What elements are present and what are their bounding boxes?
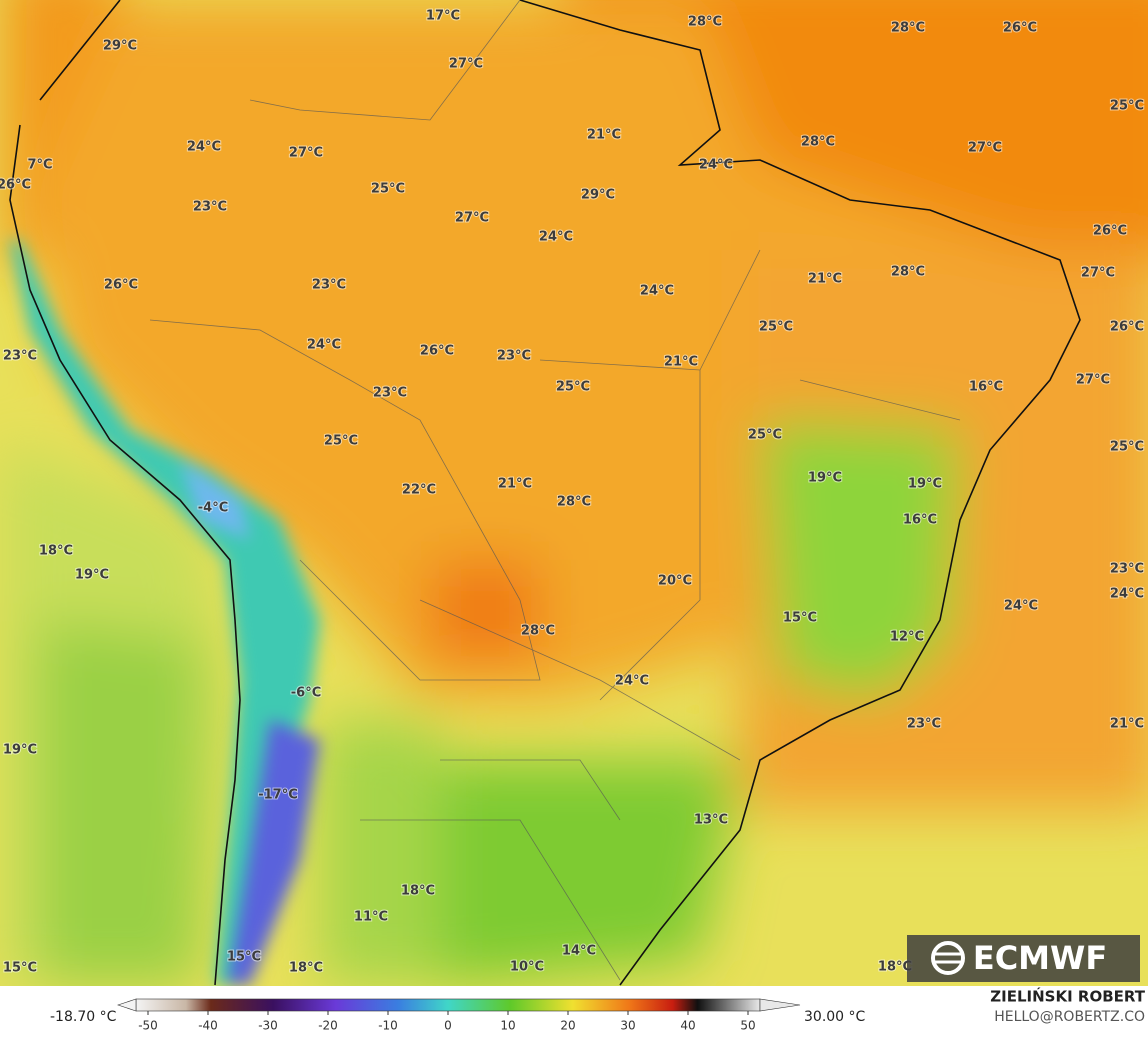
temperature-label: 23°C: [907, 717, 941, 732]
temperature-label: 15°C: [783, 611, 817, 626]
temperature-label: 26°C: [1003, 21, 1037, 36]
colorbar-tick-label: -50: [138, 1019, 158, 1033]
temperature-label: 20°C: [658, 574, 692, 589]
temperature-label: 18°C: [39, 544, 73, 559]
temperature-label: 22°C: [402, 483, 436, 498]
colorbar-max: 30.00 °C: [804, 1009, 866, 1025]
temperature-label: 25°C: [371, 182, 405, 197]
temperature-label: -6°C: [291, 686, 321, 701]
temperature-label: 27°C: [1081, 266, 1115, 281]
logo-text: ECMWF: [973, 939, 1107, 977]
temperature-label: 12°C: [890, 630, 924, 645]
colorbar-tick-label: 10: [500, 1019, 515, 1033]
temperature-label: 23°C: [312, 278, 346, 293]
temperature-label: 23°C: [373, 386, 407, 401]
temperature-label: 13°C: [694, 813, 728, 828]
colorbar: -18.70 °C 30.00 °C -50 -40 -30 -20 -10 0 10 20 3…: [50, 998, 866, 1033]
temperature-label: 21°C: [1110, 717, 1144, 732]
temperature-label: 17°C: [426, 9, 460, 24]
colorbar-tick-label: -30: [258, 1019, 278, 1033]
colorbar-tick-label: 50: [740, 1019, 755, 1033]
colorbar-tick-label: 30: [620, 1019, 635, 1033]
temperature-label: 21°C: [587, 128, 621, 143]
temperature-label: 16°C: [903, 513, 937, 528]
temperature-label: 19°C: [908, 477, 942, 492]
temperature-label: 24°C: [1110, 587, 1144, 602]
temperature-label: 25°C: [759, 320, 793, 335]
temperature-label: 21°C: [498, 477, 532, 492]
temperature-label: 24°C: [539, 230, 573, 245]
colorbar-min: -18.70 °C: [50, 1009, 117, 1025]
temperature-label: 15°C: [227, 950, 261, 965]
temperature-label: 25°C: [1110, 99, 1144, 114]
temperature-label: -17°C: [258, 788, 298, 803]
temperature-label: 28°C: [891, 21, 925, 36]
temperature-label: 21°C: [808, 272, 842, 287]
temperature-label: 7°C: [27, 158, 52, 173]
temperature-label: 27°C: [289, 146, 323, 161]
temperature-label: 23°C: [193, 200, 227, 215]
temperature-label: -4°C: [198, 501, 228, 516]
temperature-label: 25°C: [556, 380, 590, 395]
temperature-label: 24°C: [307, 338, 341, 353]
author: ZIELIŃSKI ROBERT: [990, 987, 1145, 1006]
temperature-label: 28°C: [891, 265, 925, 280]
temperature-label: 18°C: [878, 960, 912, 975]
temperature-label: 24°C: [699, 158, 733, 173]
temperature-label: 24°C: [187, 140, 221, 155]
temperature-label: 23°C: [3, 349, 37, 364]
temperature-label: 23°C: [497, 349, 531, 364]
logo-box: ECMWF: [907, 935, 1140, 982]
temperature-label: 24°C: [615, 674, 649, 689]
temperature-label: 19°C: [3, 743, 37, 758]
temperature-label: 29°C: [103, 39, 137, 54]
temperature-label: 28°C: [521, 624, 555, 639]
temperature-label: 18°C: [401, 884, 435, 899]
temperature-label: 23°C: [1110, 562, 1144, 577]
temperature-label: 25°C: [324, 434, 358, 449]
temperature-label: 14°C: [562, 944, 596, 959]
temperature-labels: 17°C 28°C 28°C 26°C 29°C 27°C 25°C 21°C 28°C 27°C…: [0, 8, 1145, 977]
temperature-label: 26°C: [1093, 224, 1127, 239]
colorbar-tick-label: 40: [680, 1019, 695, 1033]
temperature-label: 29°C: [581, 188, 615, 203]
temperature-label: 15°C: [3, 961, 37, 976]
temperature-label: 16°C: [969, 380, 1003, 395]
temperature-label: 26°C: [420, 344, 454, 359]
temperature-label: 19°C: [808, 471, 842, 486]
temperature-label: 21°C: [664, 355, 698, 370]
temperature-label: 26°C: [104, 278, 138, 293]
temperature-label: 25°C: [1110, 440, 1144, 455]
colorbar-tick-label: -10: [378, 1019, 398, 1033]
colorbar-tick-label: 20: [560, 1019, 575, 1033]
colorbar-tick-label: -40: [198, 1019, 218, 1033]
temperature-label: 11°C: [354, 910, 388, 925]
temperature-label: 19°C: [75, 568, 109, 583]
temperature-label: 18°C: [289, 961, 323, 976]
temperature-label: 10°C: [510, 960, 544, 975]
temperature-label: 28°C: [688, 15, 722, 30]
colorbar-tick-label: -20: [318, 1019, 338, 1033]
colorbar-tick-label: 0: [444, 1019, 452, 1033]
temperature-label: 27°C: [449, 57, 483, 72]
temperature-label: 26°C: [0, 178, 31, 193]
temperature-label: 28°C: [557, 495, 591, 510]
temperature-label: 27°C: [455, 211, 489, 226]
map-background: [0, 0, 1148, 986]
contact: HELLO@ROBERTZ.CO: [994, 1009, 1145, 1025]
temperature-label: 25°C: [748, 428, 782, 443]
temperature-label: 24°C: [1004, 599, 1038, 614]
temperature-label: 24°C: [640, 284, 674, 299]
temperature-label: 27°C: [1076, 373, 1110, 388]
temperature-label: 27°C: [968, 141, 1002, 156]
temperature-label: 26°C: [1110, 320, 1144, 335]
temperature-label: 28°C: [801, 135, 835, 150]
